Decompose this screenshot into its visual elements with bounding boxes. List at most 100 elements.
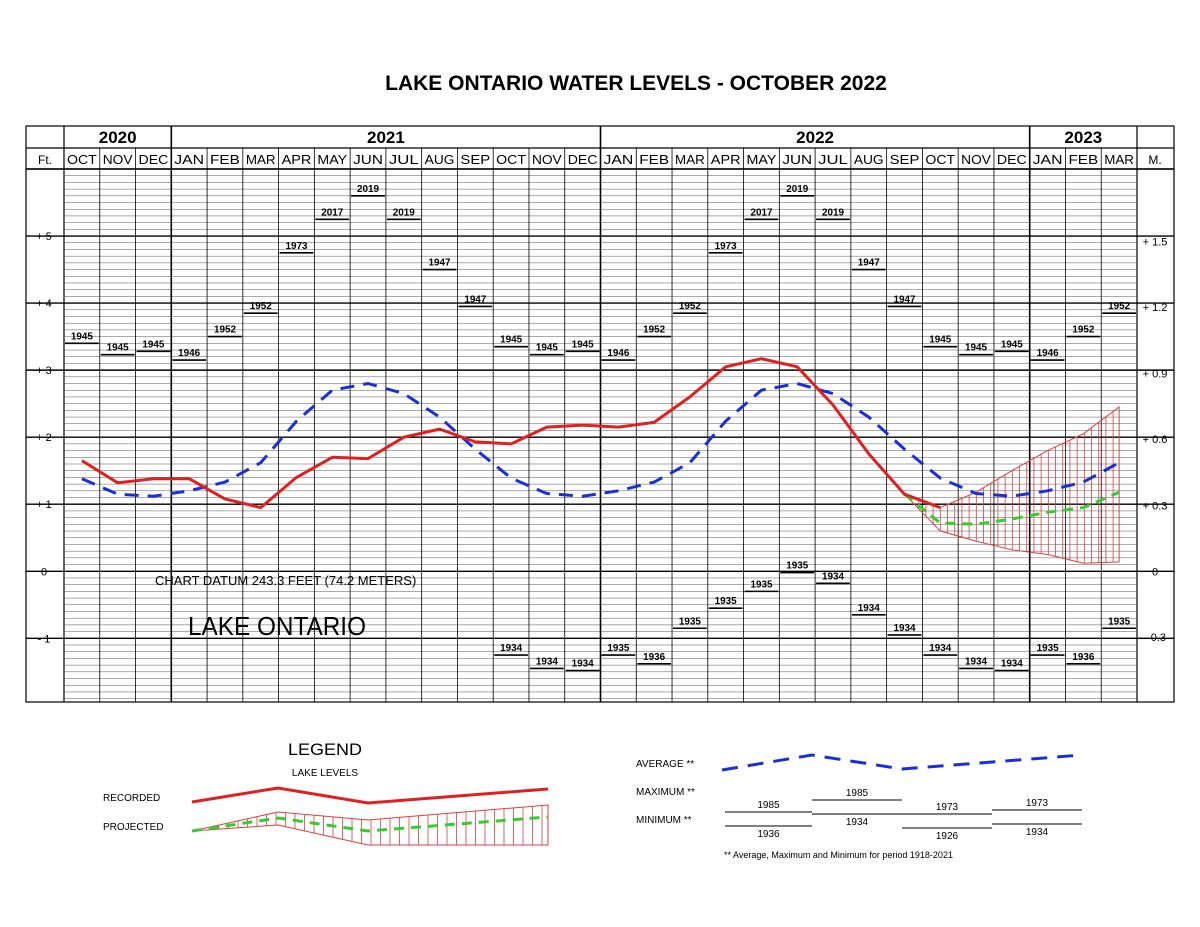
legend-recorded-label: RECORDED: [103, 793, 160, 804]
maximum-year-label: 2019: [393, 206, 415, 218]
month-label: NOV: [103, 153, 133, 167]
legend-footnote: ** Average, Maximum and Minimum for peri…: [724, 850, 953, 860]
right-unit-label: M.: [1148, 153, 1161, 167]
recorded-line: [81, 357, 941, 510]
left-tick-label: + 5: [36, 231, 52, 243]
month-label: NOV: [532, 153, 562, 167]
month-label: FEB: [1068, 153, 1098, 167]
left-tick-label: + 2: [36, 432, 52, 444]
month-label: DEC: [568, 153, 598, 167]
month-label: OCT: [496, 153, 526, 167]
right-tick-label: + 0.9: [1143, 368, 1168, 380]
maximum-year-label: 1947: [894, 293, 916, 305]
minimum-year-label: 1934: [965, 655, 987, 667]
month-label: SEP: [890, 153, 920, 167]
legend-recorded-swatch: [191, 786, 549, 805]
minimum-year-label: 1935: [607, 642, 629, 654]
month-label: MAR: [246, 153, 276, 167]
month-label: OCT: [925, 153, 955, 167]
minimum-year-label: 1935: [679, 615, 701, 627]
maximum-year-label: 1952: [214, 324, 236, 336]
month-label: JAN: [1033, 153, 1063, 167]
month-label: JUN: [353, 153, 383, 167]
minimum-year-label: 1934: [500, 642, 522, 654]
maximum-year-label: 1946: [178, 347, 200, 359]
month-label: JAN: [174, 153, 204, 167]
minimum-year-label: 1934: [536, 655, 558, 667]
legend-minimum-year: 1934: [1026, 827, 1049, 838]
maximum-year-label: 2017: [750, 206, 772, 218]
maximum-year-label: 1945: [929, 334, 951, 346]
maximum-year-label: 1952: [1108, 300, 1130, 312]
right-tick-label: - 0.3: [1144, 632, 1166, 644]
right-tick-label: + 1.2: [1143, 302, 1168, 314]
axis-ticks: + 5 + 4 + 3 + 2 + 1 0 - 1 + 1.5 + 1.2 + 0.9 + 0.6 +…: [36, 231, 1167, 645]
chart-title: LAKE ONTARIO WATER LEVELS - OCTOBER 2022: [385, 72, 887, 95]
legend-maximum-year: 1973: [1026, 798, 1049, 809]
month-label: MAR: [675, 153, 705, 167]
maximum-year-label: 2017: [321, 206, 343, 218]
right-tick-label: + 1.5: [1143, 236, 1168, 248]
maximum-year-label: 1973: [285, 240, 307, 252]
minimum-year-label: 1935: [1037, 642, 1059, 654]
minimum-year-label: 1934: [894, 622, 916, 634]
maximum-year-label: 1946: [607, 347, 629, 359]
maximum-year-label: 1945: [142, 338, 164, 350]
maximum-year-label: 1945: [536, 342, 558, 354]
month-label: DEC: [997, 153, 1027, 167]
month-label: JUL: [389, 153, 419, 167]
maximum-year-label: 1952: [1072, 324, 1094, 336]
year-label: 2021: [367, 128, 405, 147]
minimum-year-label: 1934: [1001, 657, 1023, 669]
month-label: JUL: [818, 153, 848, 167]
maximum-year-label: 1973: [715, 240, 737, 252]
grid: [25, 125, 1175, 703]
maximum-year-label: 2019: [786, 183, 808, 195]
month-label: MAY: [317, 153, 348, 167]
year-label: 2020: [99, 128, 137, 147]
month-label: DEC: [139, 153, 169, 167]
left-unit-label: Ft.: [38, 153, 52, 167]
month-label: OCT: [67, 153, 97, 167]
maximum-year-label: 1952: [643, 324, 665, 336]
maximum-year-label: 1946: [1037, 347, 1059, 359]
maximum-year-label: 2019: [357, 183, 379, 195]
chart-datum-note: CHART DATUM 243.3 FEET (74.2 METERS): [155, 573, 416, 588]
legend-projected-swatch: [191, 815, 549, 833]
series-lines: [81, 357, 1120, 526]
projected-band-outline: [904, 406, 1120, 564]
maximum-year-label: 1945: [572, 338, 594, 350]
month-label: FEB: [210, 153, 240, 167]
minimum-year-label: 1934: [822, 570, 844, 582]
month-label: FEB: [639, 153, 669, 167]
minimum-year-label: 1934: [929, 642, 951, 654]
legend-maximum-year: 1985: [757, 800, 780, 811]
maximum-year-label: 1945: [107, 342, 129, 354]
legend-maximum-label: MAXIMUM **: [636, 787, 695, 798]
minimum-year-label: 1935: [786, 560, 808, 572]
maximum-year-label: 1947: [429, 257, 451, 269]
legend-title: LEGEND: [288, 740, 362, 759]
month-label: APR: [711, 153, 741, 167]
projected-band: [904, 406, 1120, 564]
legend-subtitle: LAKE LEVELS: [292, 768, 358, 779]
legend-minimum-label: MINIMUM **: [636, 815, 692, 826]
legend-projected-label: PROJECTED: [103, 822, 164, 833]
legend-minimum-year: 1926: [936, 831, 959, 842]
month-label: JAN: [604, 153, 634, 167]
right-tick-label: + 0.3: [1143, 501, 1168, 513]
left-tick-label: 0: [41, 566, 47, 578]
legend-minimum-year: 1936: [757, 829, 780, 840]
month-label: AUG: [854, 153, 884, 167]
maximum-year-label: 1945: [71, 330, 93, 342]
minimum-year-label: 1935: [715, 595, 737, 607]
left-tick-label: - 1: [38, 633, 51, 645]
minimum-year-label: 1934: [572, 657, 594, 669]
legend-projected-band: [191, 804, 549, 846]
month-label: AUG: [425, 153, 455, 167]
year-label: 2022: [796, 128, 834, 147]
legend: LEGEND LAKE LEVELS RECORDED PROJECTED AVERAG…: [103, 740, 1083, 860]
maximum-year-label: 1947: [464, 293, 486, 305]
projected-line: [903, 490, 1120, 526]
